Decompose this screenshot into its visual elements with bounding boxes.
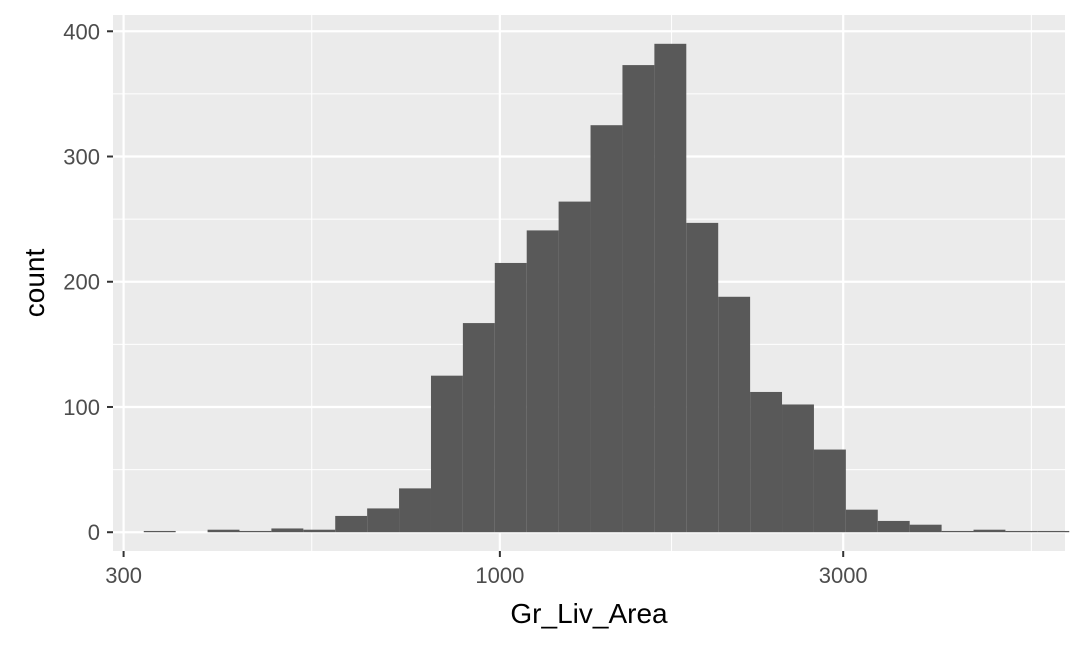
- x-tick-label: 300: [105, 563, 142, 588]
- histogram-bar: [718, 296, 751, 533]
- histogram-bar: [271, 528, 304, 533]
- histogram-bar: [782, 404, 814, 533]
- histogram-bar: [494, 262, 527, 533]
- histogram-bar: [845, 509, 878, 533]
- histogram-bar: [303, 529, 336, 533]
- histogram-bar: [813, 449, 846, 533]
- histogram-bar: [143, 530, 176, 533]
- histogram-bar: [590, 125, 623, 533]
- y-tick-label: 400: [63, 19, 100, 44]
- histogram-bar: [399, 488, 431, 533]
- y-tick-label: 300: [63, 145, 100, 170]
- y-axis-title: count: [19, 249, 50, 318]
- histogram-bar: [622, 65, 655, 533]
- histogram-bars: [143, 43, 1070, 533]
- y-tick-labels: 0 100 200 300 400: [63, 19, 100, 545]
- histogram-bar: [335, 515, 368, 533]
- histogram-bar: [1037, 530, 1070, 533]
- y-tick-label: 100: [63, 395, 100, 420]
- histogram-bar: [430, 375, 463, 533]
- histogram-bar: [909, 524, 942, 533]
- histogram-bar: [686, 222, 719, 533]
- y-tick-label: 0: [88, 520, 100, 545]
- histogram-bar: [462, 323, 495, 533]
- x-axis-title: Gr_Liv_Area: [510, 598, 668, 629]
- x-tick-label: 1000: [475, 563, 524, 588]
- histogram-bar: [367, 508, 400, 533]
- histogram-bar: [750, 391, 783, 533]
- histogram-bar: [526, 230, 559, 533]
- histogram-bar: [1005, 530, 1038, 533]
- histogram-bar: [941, 530, 974, 533]
- histogram-bar: [877, 520, 910, 533]
- axis-ticks: [107, 30, 845, 557]
- x-tick-label: 3000: [819, 563, 868, 588]
- histogram-bar: [558, 201, 591, 533]
- histogram-bar: [973, 529, 1006, 533]
- x-tick-labels: 300 1000 3000: [105, 563, 867, 588]
- y-tick-label: 200: [63, 270, 100, 295]
- histogram-bar: [654, 43, 687, 533]
- histogram-bar: [207, 529, 240, 533]
- histogram-bar: [239, 530, 272, 533]
